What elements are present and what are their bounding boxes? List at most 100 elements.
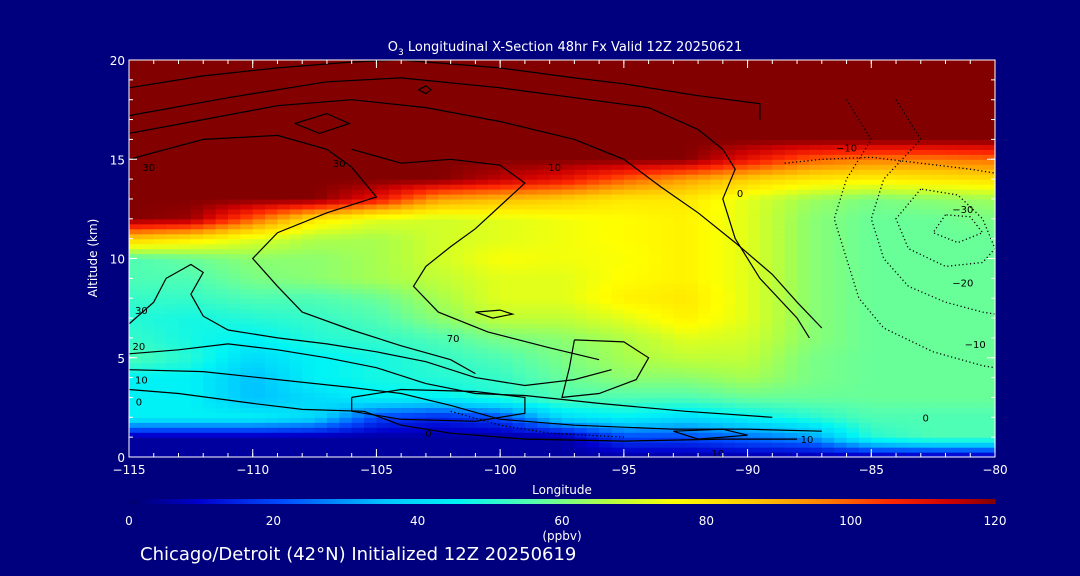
heatmap-cell xyxy=(215,193,229,200)
heatmap-cell xyxy=(883,124,897,131)
heatmap-cell xyxy=(438,223,452,230)
heatmap-cell xyxy=(524,164,538,170)
heatmap-cell xyxy=(463,402,476,408)
heatmap-cell xyxy=(475,372,489,379)
heatmap-cell xyxy=(858,179,872,185)
heatmap-cell xyxy=(648,149,662,155)
heatmap-cell xyxy=(500,273,514,279)
heatmap-cell xyxy=(945,134,959,140)
heatmap-cell xyxy=(858,159,872,165)
heatmap-cell xyxy=(957,228,971,235)
heatmap-cell xyxy=(339,169,353,175)
heatmap-cell xyxy=(698,193,712,200)
heatmap-cell xyxy=(871,352,885,359)
heatmap-cell xyxy=(240,397,254,404)
heatmap-cell xyxy=(302,233,316,240)
heatmap-cell xyxy=(698,352,712,359)
heatmap-cell xyxy=(908,417,922,423)
heatmap-cell xyxy=(388,318,402,324)
heatmap-cell xyxy=(957,447,971,453)
heatmap-cell xyxy=(524,208,538,215)
heatmap-cell xyxy=(586,184,600,190)
heatmap-cell xyxy=(784,357,798,364)
heatmap-cell xyxy=(178,253,192,260)
heatmap-cell xyxy=(475,442,489,448)
heatmap-cell xyxy=(957,124,971,131)
heatmap-cell xyxy=(129,347,142,354)
heatmap-cell xyxy=(821,258,835,265)
heatmap-cell xyxy=(227,313,241,319)
heatmap-cell xyxy=(920,159,934,165)
heatmap-cell xyxy=(982,323,996,329)
heatmap-cell xyxy=(500,268,514,274)
heatmap-cell xyxy=(438,144,452,150)
heatmap-cell xyxy=(203,99,217,106)
heatmap-cell xyxy=(537,184,551,190)
heatmap-cell xyxy=(413,193,427,200)
heatmap-cell xyxy=(735,313,749,319)
heatmap-cell xyxy=(153,268,167,274)
heatmap-cell xyxy=(549,278,563,284)
heatmap-cell xyxy=(970,402,984,408)
heatmap-cell xyxy=(834,288,848,294)
heatmap-cell xyxy=(425,283,439,289)
heatmap-cell xyxy=(834,268,848,274)
heatmap-cell xyxy=(487,432,501,438)
heatmap-cell xyxy=(648,104,662,111)
heatmap-cell xyxy=(463,442,476,448)
heatmap-cell xyxy=(660,308,674,314)
heatmap-cell xyxy=(376,238,390,245)
heatmap-cell xyxy=(957,203,971,210)
heatmap-cell xyxy=(722,159,736,165)
heatmap-cell xyxy=(957,377,971,384)
heatmap-cell xyxy=(648,139,662,145)
heatmap-cell xyxy=(512,154,526,160)
heatmap-cell xyxy=(153,362,167,369)
heatmap-cell xyxy=(438,392,452,399)
heatmap-cell xyxy=(438,293,452,299)
heatmap-cell xyxy=(351,184,365,190)
heatmap-cell xyxy=(326,184,340,190)
heatmap-cell xyxy=(129,308,142,314)
heatmap-cell xyxy=(883,198,897,205)
heatmap-cell xyxy=(141,208,155,215)
heatmap-cell xyxy=(883,387,897,394)
heatmap-cell xyxy=(376,159,390,165)
heatmap-cell xyxy=(722,139,736,145)
heatmap-cell xyxy=(450,154,464,160)
heatmap-cell xyxy=(203,318,217,324)
heatmap-cell xyxy=(289,179,303,185)
heatmap-cell xyxy=(203,442,217,448)
heatmap-cell xyxy=(858,447,872,453)
heatmap-cell xyxy=(846,159,860,165)
heatmap-cell xyxy=(215,248,229,255)
heatmap-cell xyxy=(698,332,712,339)
heatmap-cell xyxy=(289,332,303,339)
heatmap-cell xyxy=(648,263,662,270)
heatmap-cell xyxy=(376,288,390,294)
heatmap-cell xyxy=(871,347,885,354)
heatmap-cell xyxy=(611,268,625,274)
heatmap-cell xyxy=(178,387,192,394)
heatmap-cell xyxy=(636,119,650,126)
heatmap-cell xyxy=(388,372,402,379)
heatmap-cell xyxy=(797,203,811,210)
heatmap-cell xyxy=(957,184,971,190)
heatmap-cell xyxy=(289,417,303,423)
heatmap-cell xyxy=(240,362,254,369)
heatmap-cell xyxy=(326,427,340,433)
heatmap-cell xyxy=(401,402,415,408)
heatmap-cell xyxy=(450,437,464,443)
heatmap-cell xyxy=(549,273,563,279)
heatmap-cell xyxy=(549,447,563,453)
heatmap-cell xyxy=(759,268,773,274)
heatmap-cell xyxy=(722,203,736,210)
heatmap-cell xyxy=(797,278,811,284)
heatmap-cell xyxy=(388,124,402,131)
heatmap-cell xyxy=(920,402,934,408)
heatmap-cell xyxy=(871,332,885,339)
heatmap-cell xyxy=(512,109,526,116)
heatmap-cell xyxy=(834,273,848,279)
heatmap-cell xyxy=(438,263,452,270)
heatmap-cell xyxy=(784,442,798,448)
